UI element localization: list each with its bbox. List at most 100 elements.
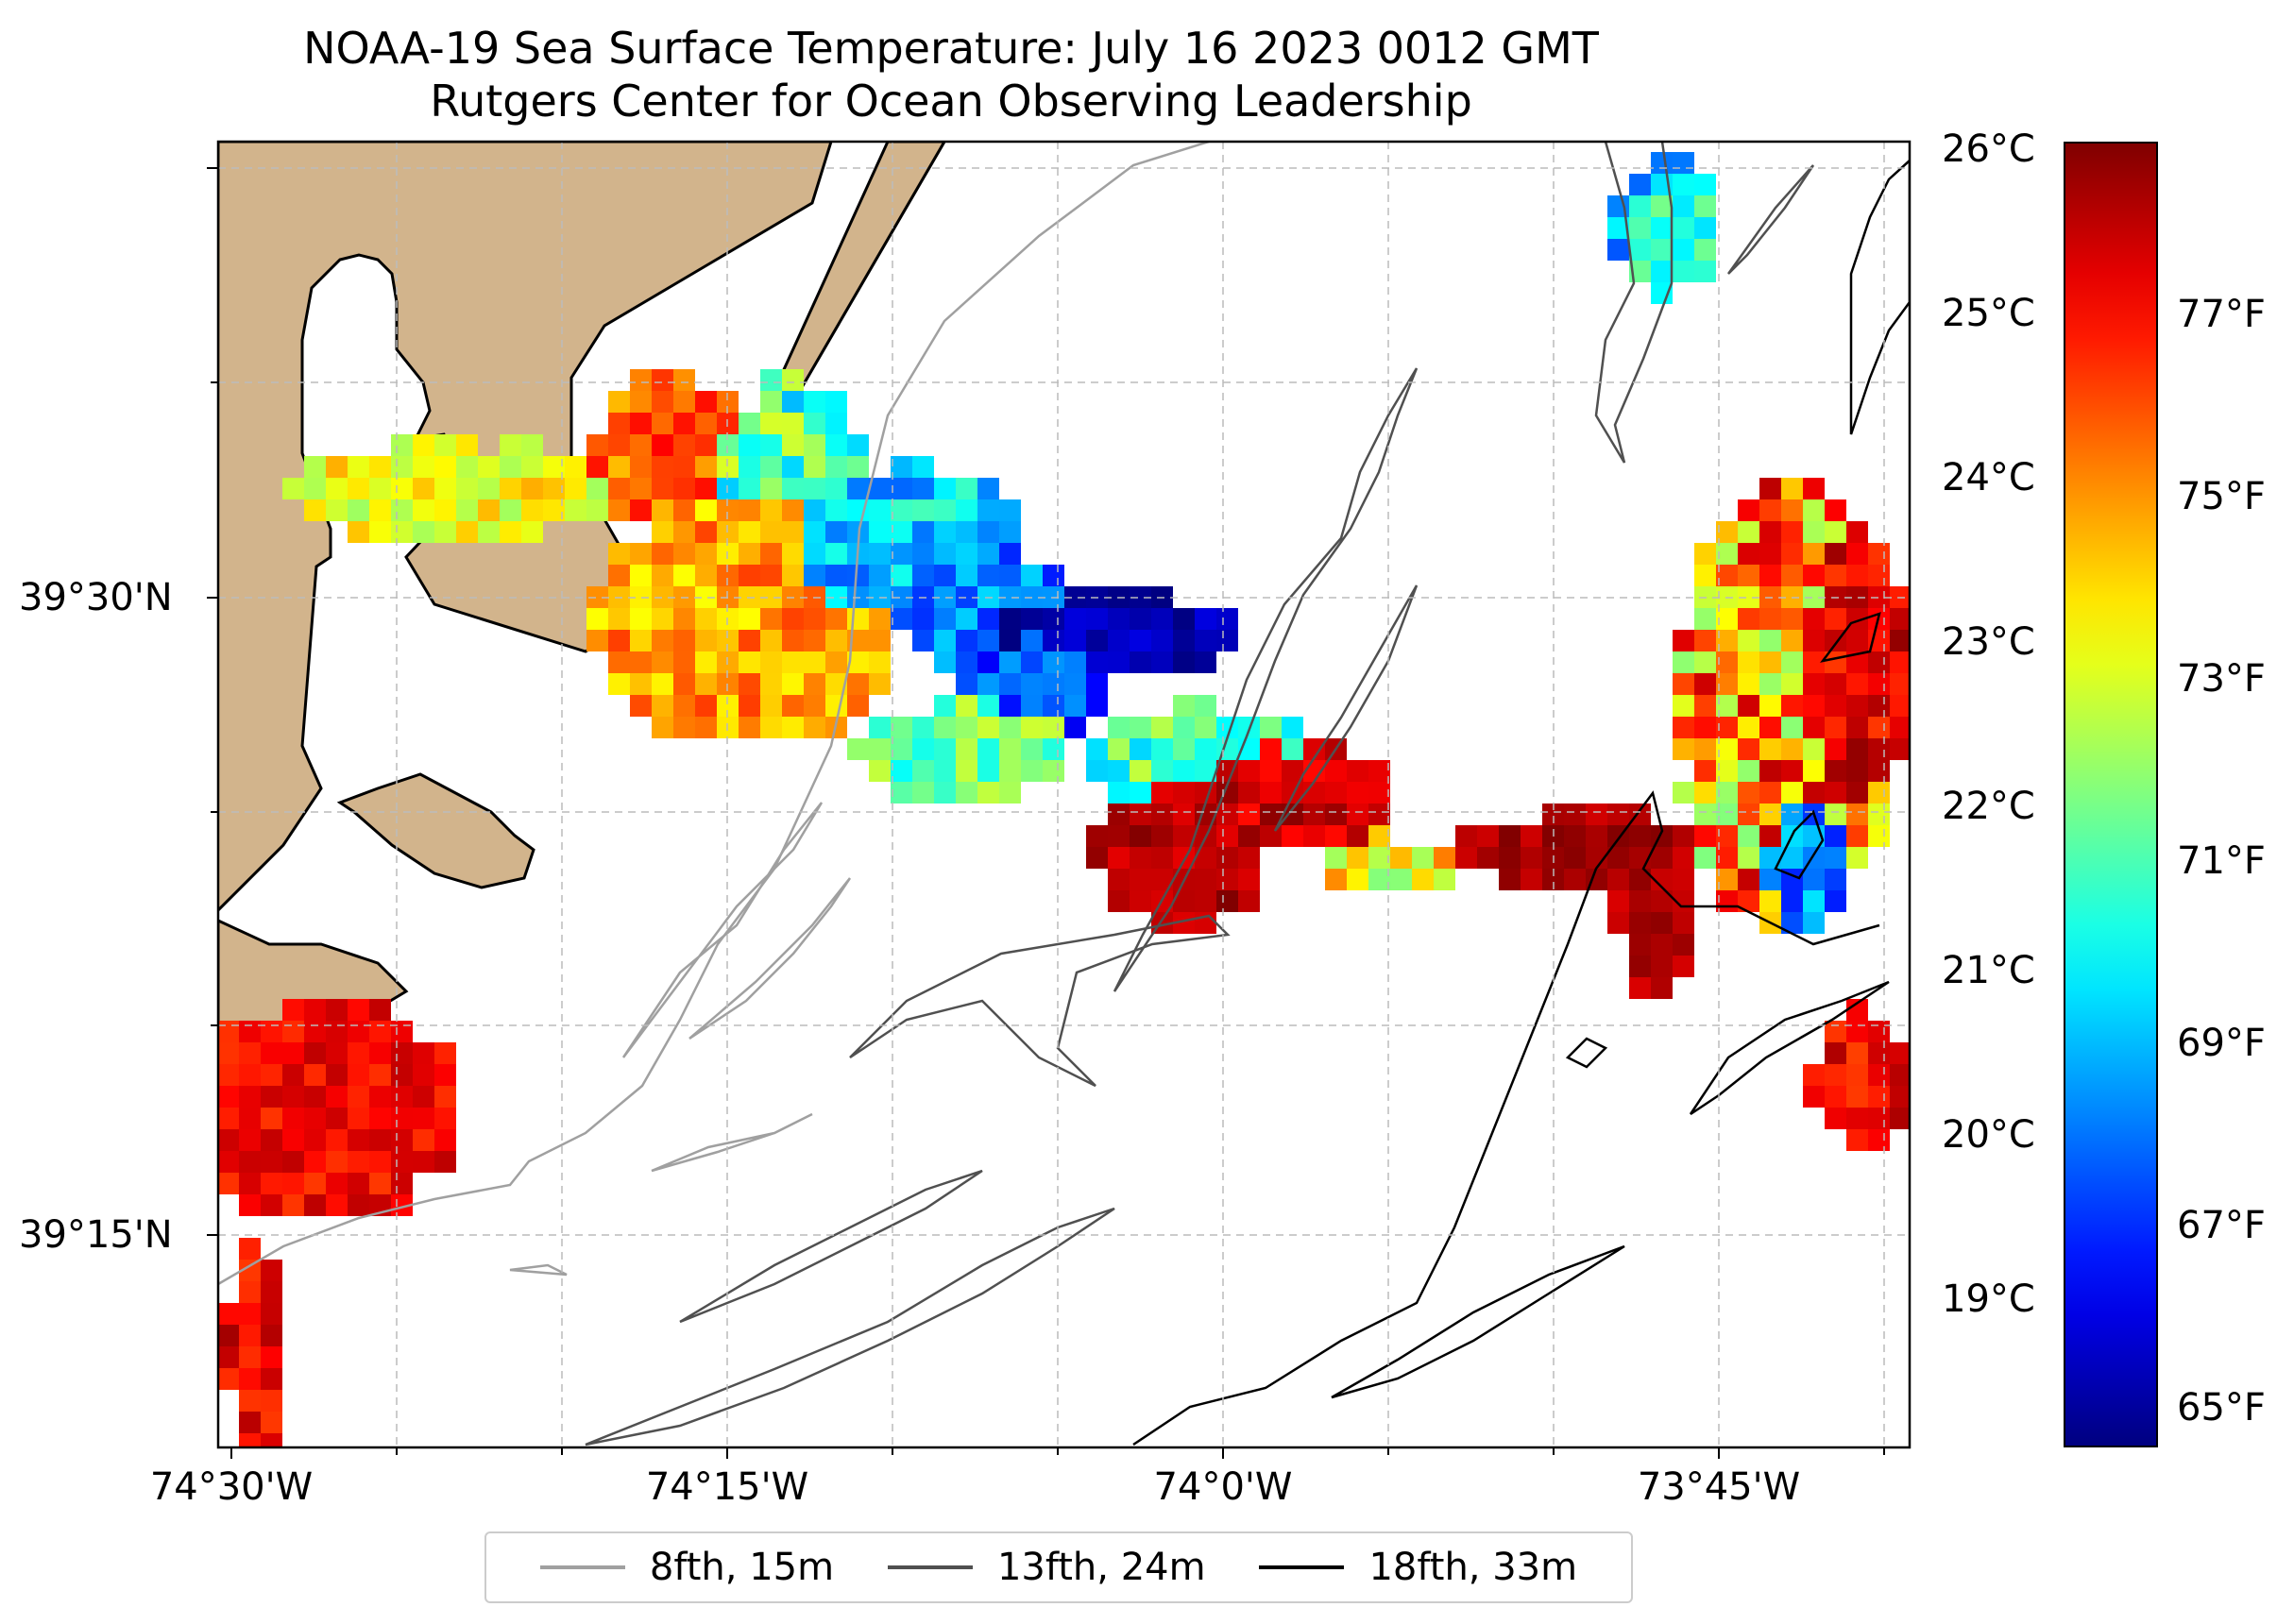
sst-pixel xyxy=(608,391,630,413)
sst-pixel xyxy=(521,478,543,499)
sst-pixel xyxy=(1629,804,1651,825)
sst-pixel xyxy=(1738,825,1759,847)
sst-pixel xyxy=(717,565,739,586)
sst-pixel xyxy=(1021,565,1043,586)
sst-pixel xyxy=(1716,608,1738,630)
sst-pixel xyxy=(1846,999,1868,1021)
sst-pixel xyxy=(1629,890,1651,912)
colorbar-fahrenheit-label: 71°F xyxy=(2177,839,2266,883)
sst-pixel xyxy=(1368,804,1390,825)
sst-pixel xyxy=(1521,825,1542,847)
colorbar-fahrenheit-label: 77°F xyxy=(2177,293,2266,336)
sst-pixel xyxy=(1130,804,1151,825)
sst-pixel xyxy=(760,608,782,630)
sst-pixel xyxy=(1781,521,1803,543)
sst-pixel xyxy=(695,717,717,738)
sst-pixel xyxy=(1825,760,1846,782)
sst-pixel xyxy=(1803,738,1825,760)
sst-pixel xyxy=(1195,651,1216,673)
sst-pixel xyxy=(391,1108,413,1129)
sst-pixel xyxy=(630,565,652,586)
sst-pixel xyxy=(434,1129,456,1151)
sst-pixel xyxy=(413,1086,434,1108)
sst-pixel xyxy=(1803,565,1825,586)
sst-pixel xyxy=(326,1151,348,1173)
sst-pixel xyxy=(1086,651,1108,673)
sst-pixel xyxy=(413,1129,434,1151)
sst-pixel xyxy=(1781,630,1803,651)
sst-pixel xyxy=(760,499,782,521)
sst-pixel xyxy=(1781,478,1803,499)
colorbar-celsius-label: 22°C xyxy=(1942,785,2035,828)
sst-pixel xyxy=(1064,630,1086,651)
sst-pixel xyxy=(1759,825,1781,847)
sst-pixel xyxy=(413,434,434,456)
sst-pixel xyxy=(1260,717,1282,738)
legend-line xyxy=(887,1565,973,1569)
legend-label: 18fth, 33m xyxy=(1368,1546,1578,1589)
sst-pixel xyxy=(282,1108,304,1129)
sst-pixel xyxy=(1890,608,1910,630)
sst-pixel xyxy=(825,565,847,586)
sst-pixel xyxy=(1673,869,1694,890)
sst-pixel xyxy=(782,456,804,478)
sst-pixel xyxy=(977,760,999,782)
sst-pixel xyxy=(1846,1108,1868,1129)
sst-pixel xyxy=(825,499,847,521)
sst-pixel xyxy=(586,434,608,456)
sst-pixel xyxy=(1043,695,1064,717)
sst-pixel xyxy=(825,673,847,695)
sst-pixel xyxy=(673,630,695,651)
sst-pixel xyxy=(1021,651,1043,673)
sst-pixel xyxy=(1846,521,1868,543)
sst-pixel xyxy=(1738,521,1759,543)
sst-pixel xyxy=(630,673,652,695)
sst-pixel xyxy=(1282,717,1303,738)
sst-pixel xyxy=(326,1021,348,1042)
sst-pixel xyxy=(500,499,521,521)
sst-pixel xyxy=(1086,825,1108,847)
sst-pixel xyxy=(1151,869,1173,890)
colorbar-fahrenheit-label: 75°F xyxy=(2177,475,2266,518)
sst-pixel xyxy=(1781,890,1803,912)
sst-pixel xyxy=(1868,1108,1890,1129)
sst-pixel xyxy=(1151,738,1173,760)
colorbar xyxy=(2064,142,2158,1447)
sst-pixel xyxy=(912,478,934,499)
sst-pixel xyxy=(695,608,717,630)
contour-13fth xyxy=(679,1169,983,1324)
sst-pixel xyxy=(1216,847,1238,869)
sst-pixel xyxy=(1803,1086,1825,1108)
sst-pixel xyxy=(1846,760,1868,782)
sst-pixel xyxy=(1781,695,1803,717)
sst-pixel xyxy=(999,630,1021,651)
sst-pixel xyxy=(369,1064,391,1086)
sst-pixel xyxy=(804,630,825,651)
sst-pixel xyxy=(1759,673,1781,695)
sst-pixel xyxy=(348,1129,369,1151)
sst-pixel xyxy=(261,1021,282,1042)
sst-pixel xyxy=(652,586,673,608)
sst-pixel xyxy=(239,1151,261,1173)
sst-pixel xyxy=(1043,738,1064,760)
sst-pixel xyxy=(1108,825,1130,847)
sst-pixel xyxy=(760,413,782,434)
sst-pixel xyxy=(326,1042,348,1064)
sst-pixel xyxy=(1434,847,1455,869)
sst-pixel xyxy=(1890,1042,1910,1064)
sst-pixel xyxy=(1673,195,1694,217)
sst-pixel xyxy=(1673,217,1694,239)
sst-pixel xyxy=(1803,760,1825,782)
sst-pixel xyxy=(1803,717,1825,738)
sst-pixel xyxy=(1716,738,1738,760)
sst-pixel xyxy=(1629,217,1651,239)
sst-pixel xyxy=(1108,608,1130,630)
sst-pixel xyxy=(1846,630,1868,651)
sst-pixel xyxy=(1738,717,1759,738)
sst-pixel xyxy=(608,565,630,586)
sst-pixel xyxy=(478,521,500,543)
sst-pixel xyxy=(1781,912,1803,934)
sst-pixel xyxy=(804,543,825,565)
sst-pixel xyxy=(261,1325,282,1346)
sst-pixel xyxy=(1781,804,1803,825)
